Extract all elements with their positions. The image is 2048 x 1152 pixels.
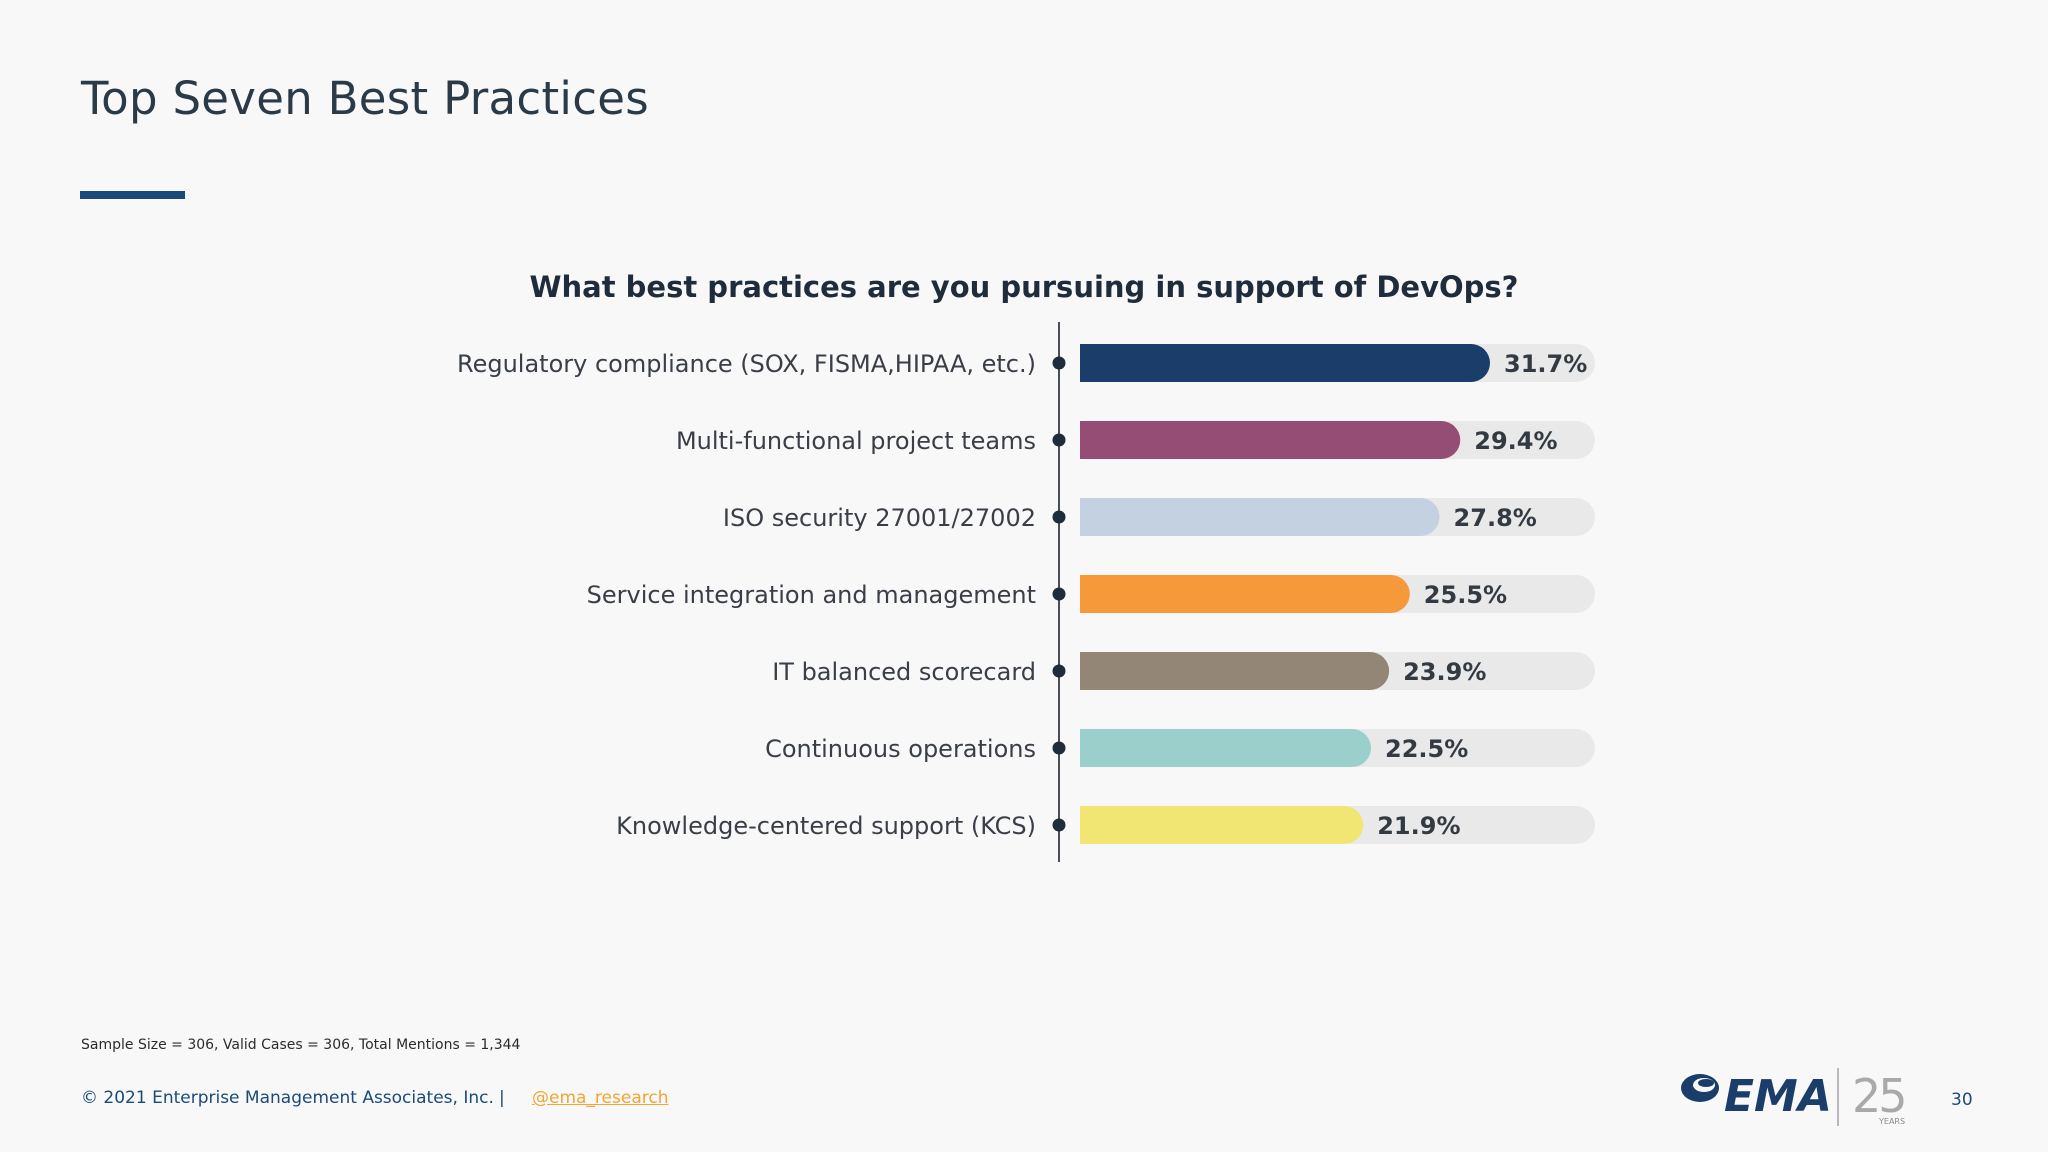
- category-marker: [1052, 818, 1066, 832]
- ema-swoosh-icon: [1681, 1074, 1719, 1102]
- value-label: 21.9%: [1377, 812, 1460, 840]
- bar-4-left-end: [1080, 575, 1118, 613]
- category-marker: [1052, 356, 1066, 370]
- category-marker: [1052, 510, 1066, 524]
- category-label: IT balanced scorecard: [772, 658, 1036, 686]
- category-label: Continuous operations: [765, 735, 1036, 763]
- value-label: 27.8%: [1454, 504, 1537, 532]
- bar-1: [1080, 344, 1490, 382]
- bar-2-left-end: [1080, 421, 1118, 459]
- page-number: 30: [1951, 1090, 1973, 1110]
- category-marker: [1052, 664, 1066, 678]
- value-label: 23.9%: [1403, 658, 1486, 686]
- value-label: 29.4%: [1474, 427, 1557, 455]
- category-label: ISO security 27001/27002: [723, 504, 1036, 532]
- title-underline: [80, 191, 185, 199]
- ema-logo: EMA 25 YEARS: [1681, 1068, 1908, 1126]
- category-label: Multi-functional project teams: [676, 427, 1036, 455]
- category-marker: [1052, 741, 1066, 755]
- footer-separator: |: [499, 1088, 505, 1108]
- copyright-text: © 2021 Enterprise Management Associates,…: [81, 1088, 494, 1108]
- value-label: 25.5%: [1424, 581, 1507, 609]
- bar-6-left-end: [1080, 729, 1118, 767]
- ema-years-caption: YEARS: [1878, 1117, 1905, 1126]
- category-marker: [1052, 587, 1066, 601]
- category-label: Regulatory compliance (SOX, FISMA,HIPAA,…: [457, 350, 1036, 378]
- sample-size-note: Sample Size = 306, Valid Cases = 306, To…: [81, 1037, 521, 1053]
- value-label: 31.7%: [1504, 350, 1587, 378]
- bar-5-left-end: [1080, 652, 1118, 690]
- twitter-handle-link[interactable]: @ema_research: [532, 1088, 669, 1108]
- bar-2: [1080, 421, 1461, 459]
- category-label: Knowledge-centered support (KCS): [616, 812, 1036, 840]
- slide-title: Top Seven Best Practices: [81, 72, 649, 125]
- bar-3-left-end: [1080, 498, 1118, 536]
- bar-6: [1080, 729, 1372, 767]
- category-label: Service integration and management: [587, 581, 1036, 609]
- bar-1-left-end: [1080, 344, 1118, 382]
- value-label: 22.5%: [1385, 735, 1468, 763]
- bar-4: [1080, 575, 1410, 613]
- bar-3: [1080, 498, 1440, 536]
- ema-logo-text: EMA: [1724, 1071, 1832, 1122]
- chart-title: What best practices are you pursuing in …: [0, 270, 2048, 304]
- category-marker: [1052, 433, 1066, 447]
- ema-years-number: 25: [1852, 1069, 1905, 1123]
- bar-7-left-end: [1080, 806, 1118, 844]
- bar-7: [1080, 806, 1364, 844]
- chart-title-text: What best practices are you pursuing in …: [529, 270, 1519, 304]
- bar-5: [1080, 652, 1390, 690]
